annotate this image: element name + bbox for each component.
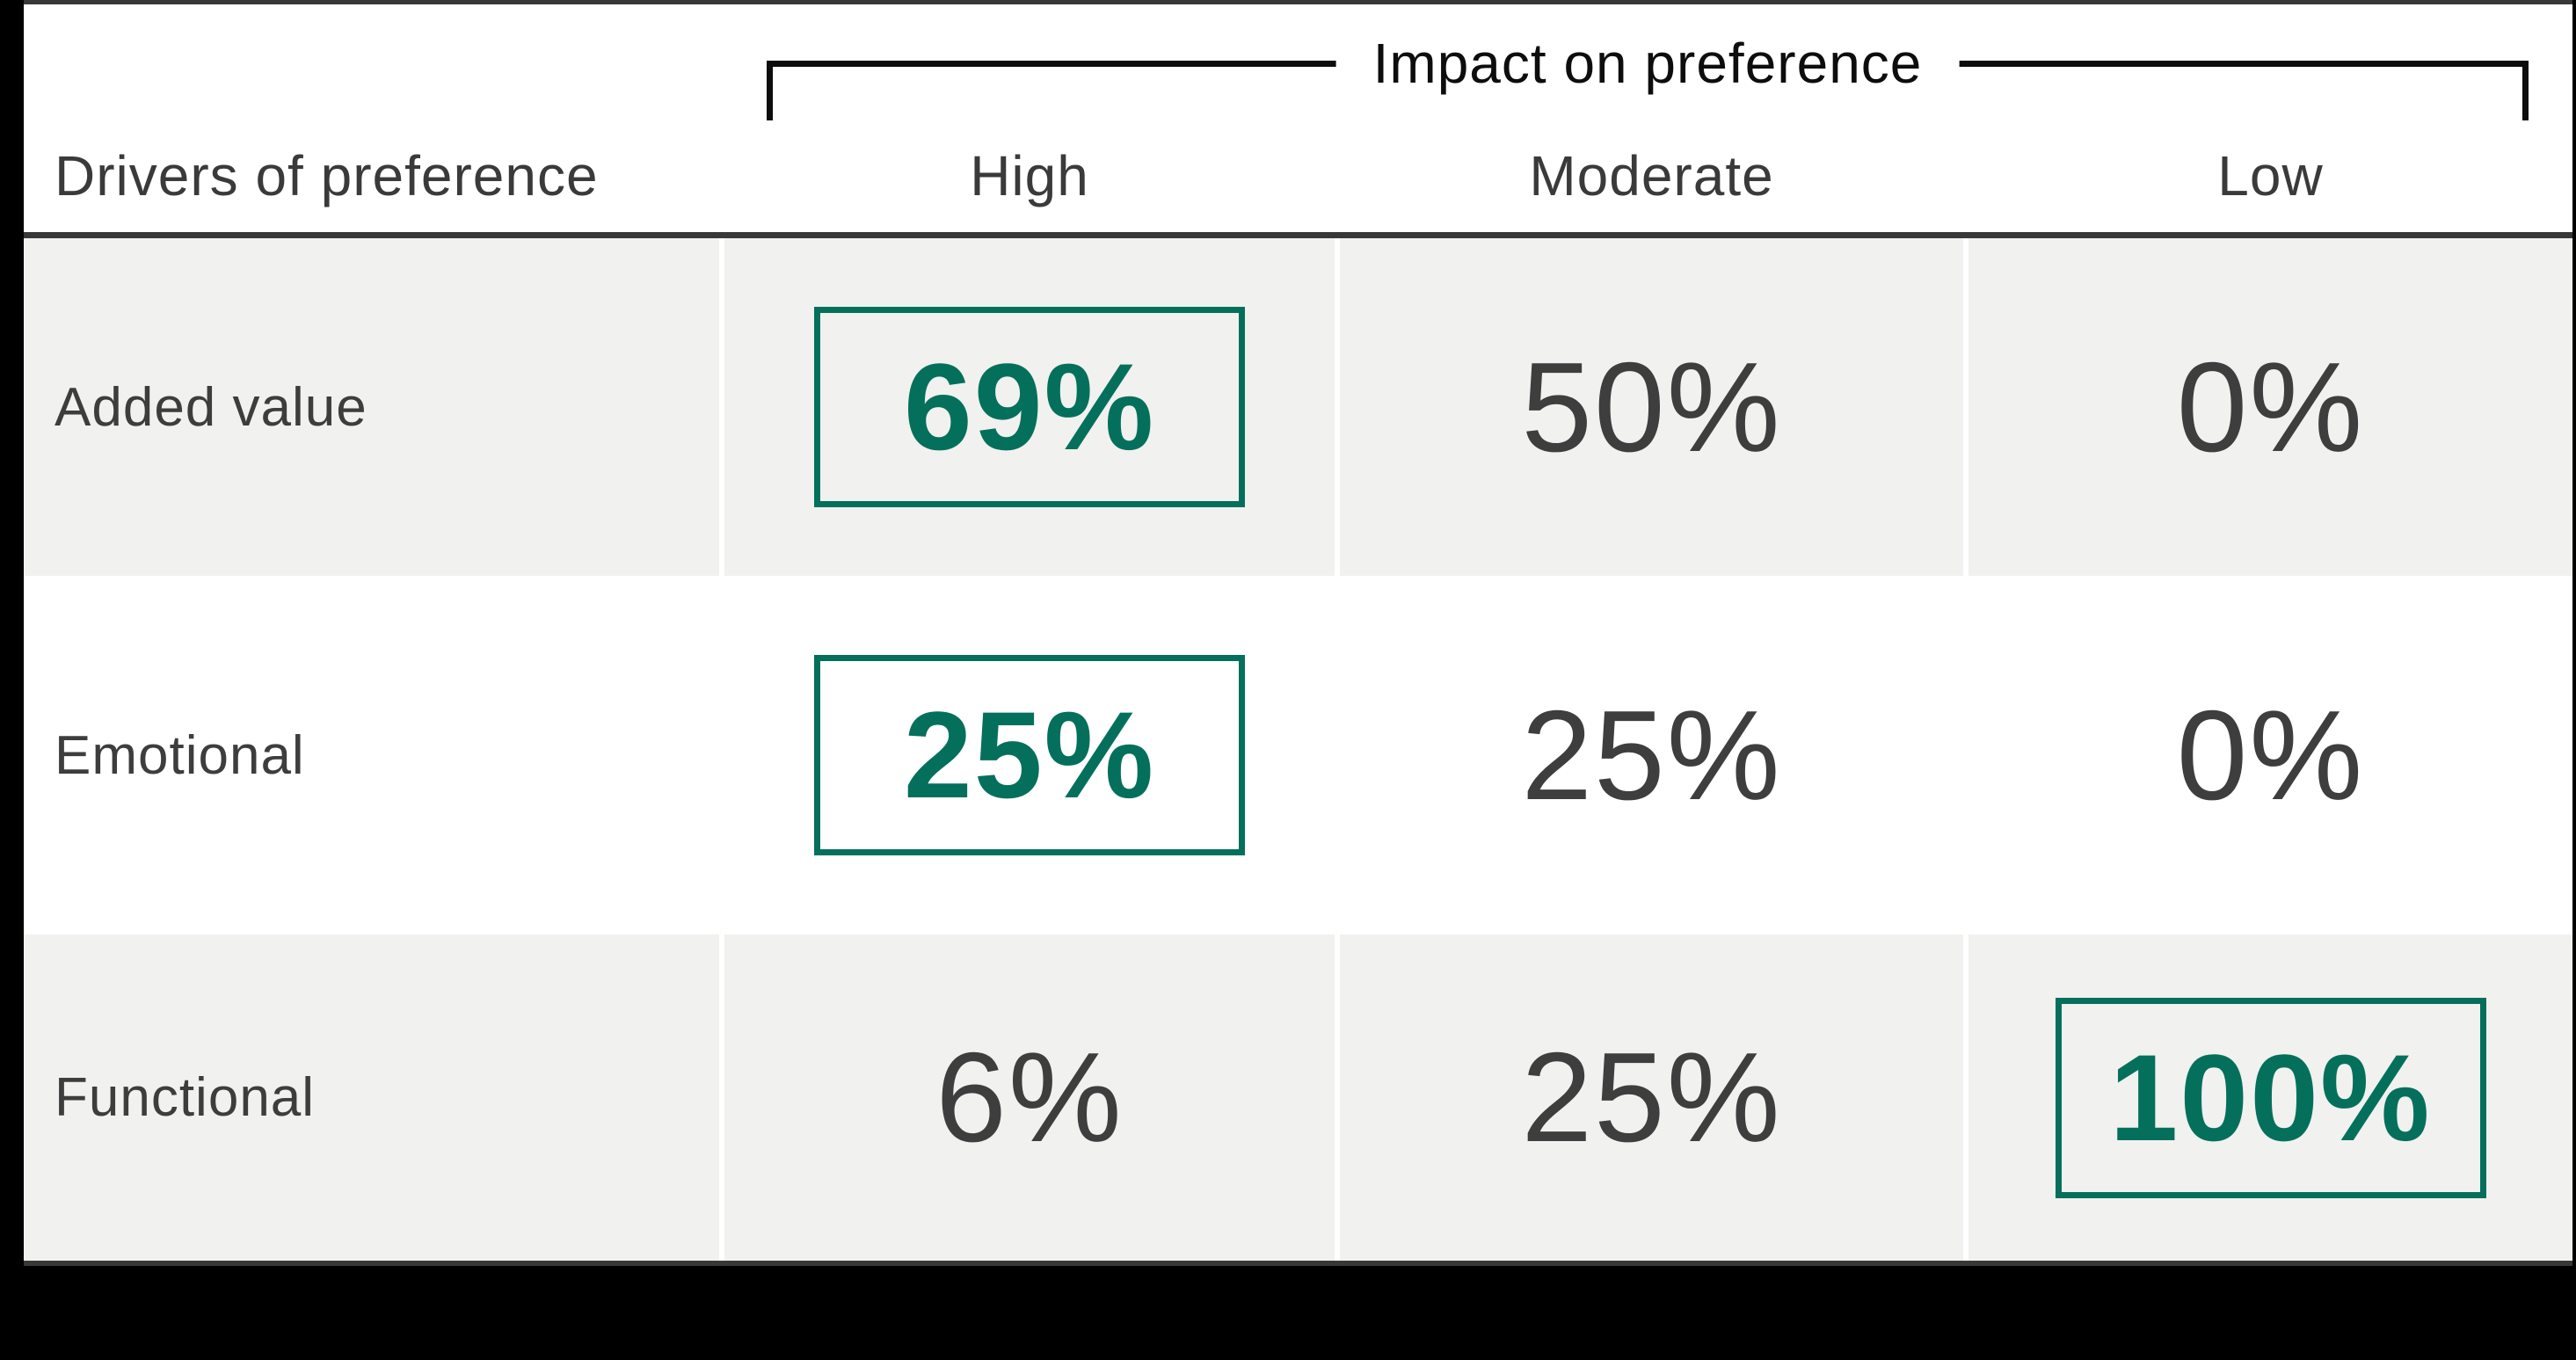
table-bottom-line [24,1261,2572,1266]
cell-emotional-moderate: 25% [1340,586,1963,924]
value-added-value-high: 69% [903,338,1156,476]
cell-functional-moderate: 25% [1340,935,1963,1261]
highlight-box-functional-low: 100% [2055,997,2486,1198]
column-header-low: Low [2217,144,2324,207]
value-added-value-moderate: 50% [1521,335,1782,478]
highlight-box-added-value-high: 69% [814,307,1245,507]
column-header-moderate: Moderate [1529,144,1774,207]
impact-on-preference-label: Impact on preference [1335,31,1960,96]
cell-emotional-low: 0% [1968,586,2572,924]
cell-added-value-low: 0% [1968,238,2572,576]
impact-columns-bracket: Impact on preference [767,31,2529,120]
column-header-high: High [970,144,1089,207]
column-header-row: Drivers of preference High Moderate Low [24,132,2572,220]
value-emotional-moderate: 25% [1521,683,1782,826]
value-emotional-low: 0% [2176,683,2365,826]
table-row-added-value: Added value 69% 50% 0% [24,238,2572,576]
value-functional-high: 6% [935,1026,1124,1168]
row-label-emotional: Emotional [55,724,305,786]
cell-functional-high: 6% [724,935,1335,1261]
cell-functional-low: 100% [1968,935,2572,1261]
row-header-drivers-of-preference: Drivers of preference [55,144,599,207]
header-divider-line [24,232,2572,238]
value-functional-low: 100% [2109,1028,2432,1167]
cell-emotional-high: 25% [724,586,1335,924]
value-added-value-low: 0% [2176,335,2365,478]
table-row-emotional: Emotional 25% 25% 0% [24,586,2572,924]
cell-added-value-high: 69% [724,238,1335,576]
value-functional-moderate: 25% [1521,1026,1782,1168]
cell-added-value-moderate: 50% [1340,238,1963,576]
value-emotional-high: 25% [903,686,1156,824]
row-label-added-value: Added value [24,238,719,576]
table-panel: Impact on preference Drivers of preferen… [24,0,2572,1266]
row-label-functional: Functional [24,935,719,1261]
highlight-box-emotional-high: 25% [814,655,1245,855]
table-row-functional: Functional 6% 25% 100% [24,935,2572,1261]
